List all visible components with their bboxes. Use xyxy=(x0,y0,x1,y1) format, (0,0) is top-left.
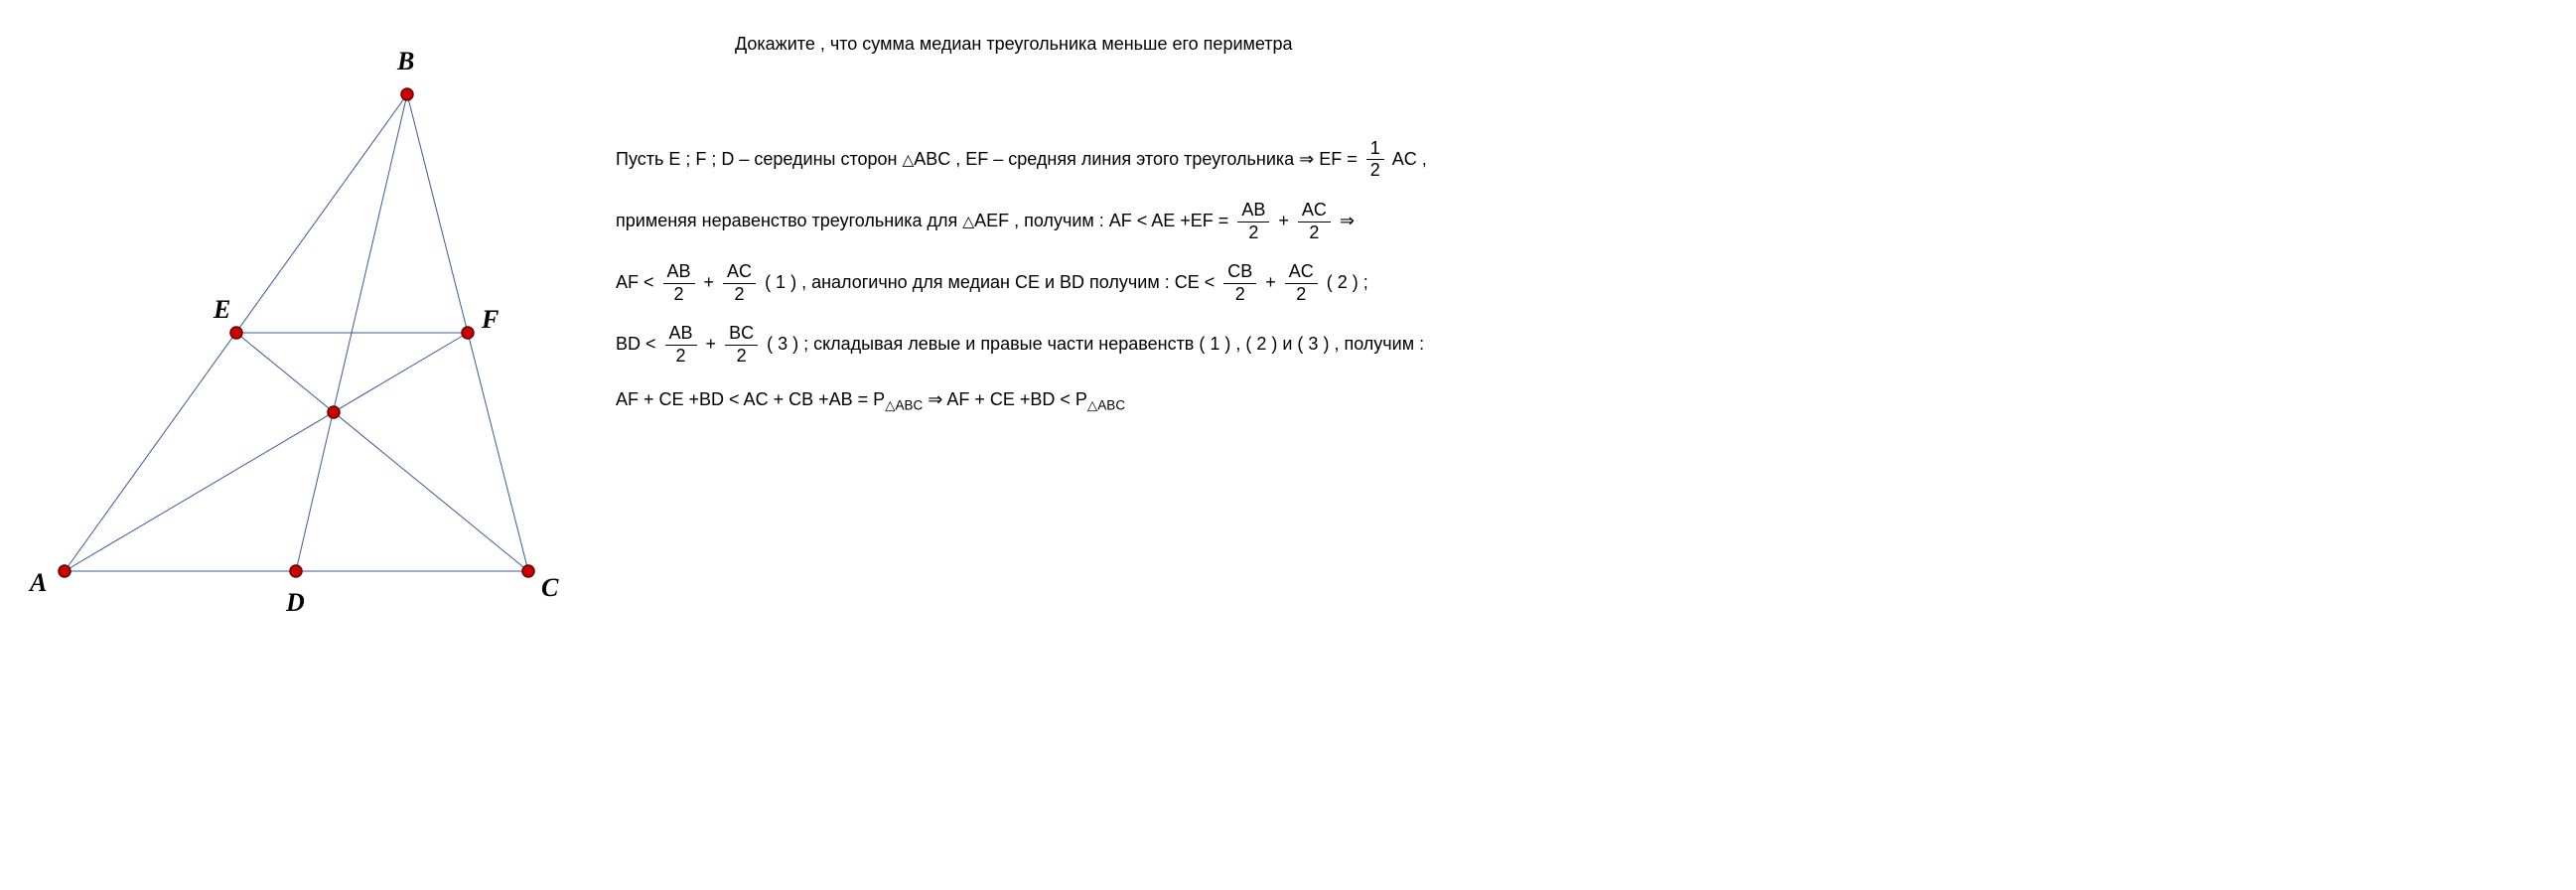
fraction: 12 xyxy=(1366,138,1384,182)
denominator: 2 xyxy=(665,346,697,368)
proof-line-4: BD < AB2 + BC2 ( 3 ) ; складывая левые и… xyxy=(616,323,2556,367)
triangle-icon: △ xyxy=(902,152,914,169)
proof-line-2: применяя неравенство треугольника для △A… xyxy=(616,200,2556,243)
geometry-diagram: A B C D E F xyxy=(20,20,576,641)
fraction: AC2 xyxy=(1298,200,1331,243)
text-span: ⇒ xyxy=(1335,211,1355,230)
svg-text:B: B xyxy=(396,47,414,75)
fraction: CB2 xyxy=(1223,261,1256,305)
problem-title: Докажите , что сумма медиан треугольника… xyxy=(616,30,2556,59)
text-span: Пусть E ; F ; D – середины сторон xyxy=(616,149,902,169)
svg-text:C: C xyxy=(541,573,559,602)
fraction: AB2 xyxy=(1237,200,1269,243)
text-span: ABC , EF – средняя линия этого треугольн… xyxy=(914,149,1358,169)
fraction: BC2 xyxy=(725,323,758,367)
text-span: AC , xyxy=(1388,149,1427,169)
triangle-medians-svg: A B C D E F xyxy=(20,20,576,636)
text-span: ( 2 ) ; xyxy=(1322,272,1368,292)
denominator: 2 xyxy=(1298,222,1331,244)
denominator: 2 xyxy=(663,284,695,306)
text-span: BD < xyxy=(616,334,661,354)
denominator: 2 xyxy=(725,346,758,368)
proof-text: Докажите , что сумма медиан треугольника… xyxy=(616,20,2556,434)
text-span: применяя неравенство треугольника для xyxy=(616,211,962,230)
proof-line-5: AF + CE +BD < AC + CB +AB = P△ABC ⇒ AF +… xyxy=(616,385,2556,416)
fraction: AB2 xyxy=(665,323,697,367)
numerator: AC xyxy=(1298,200,1331,222)
subscript: △ABC xyxy=(1087,397,1125,412)
text-span: ( 3 ) ; складывая левые и правые части н… xyxy=(762,334,1424,354)
fraction: AC2 xyxy=(1285,261,1318,305)
subscript: △ABC xyxy=(885,397,923,412)
proof-line-1: Пусть E ; F ; D – середины сторон △ABC ,… xyxy=(616,138,2556,182)
text-span: ⇒ AF + CE +BD < P xyxy=(923,389,1087,409)
text-span: + xyxy=(701,334,722,354)
svg-text:D: D xyxy=(285,588,305,617)
svg-text:F: F xyxy=(481,305,499,334)
proof-line-3: AF < AB2 + AC2 ( 1 ) , аналогично для ме… xyxy=(616,261,2556,305)
numerator: AB xyxy=(1237,200,1269,222)
numerator: BC xyxy=(725,323,758,346)
fraction: AB2 xyxy=(663,261,695,305)
denominator: 2 xyxy=(1285,284,1318,306)
denominator: 2 xyxy=(723,284,756,306)
denominator: 2 xyxy=(1223,284,1256,306)
text-span: AF + CE +BD < AC + CB +AB = P xyxy=(616,389,885,409)
text-span: + xyxy=(699,272,720,292)
numerator: AB xyxy=(663,261,695,284)
numerator: AC xyxy=(723,261,756,284)
text-span: ( 1 ) , аналогично для медиан CE и BD по… xyxy=(760,272,1219,292)
denominator: 2 xyxy=(1237,222,1269,244)
text-span: + xyxy=(1273,211,1294,230)
svg-text:E: E xyxy=(213,295,230,324)
text-span: AEF , получим : AF < AE +EF = xyxy=(974,211,1233,230)
denominator: 2 xyxy=(1366,160,1384,182)
numerator: AC xyxy=(1285,261,1318,284)
numerator: AB xyxy=(665,323,697,346)
text-span: + xyxy=(1260,272,1281,292)
numerator: 1 xyxy=(1366,138,1384,161)
text-span: AF < xyxy=(616,272,659,292)
svg-text:A: A xyxy=(28,568,47,597)
triangle-icon: △ xyxy=(962,214,974,230)
fraction: AC2 xyxy=(723,261,756,305)
numerator: CB xyxy=(1223,261,1256,284)
